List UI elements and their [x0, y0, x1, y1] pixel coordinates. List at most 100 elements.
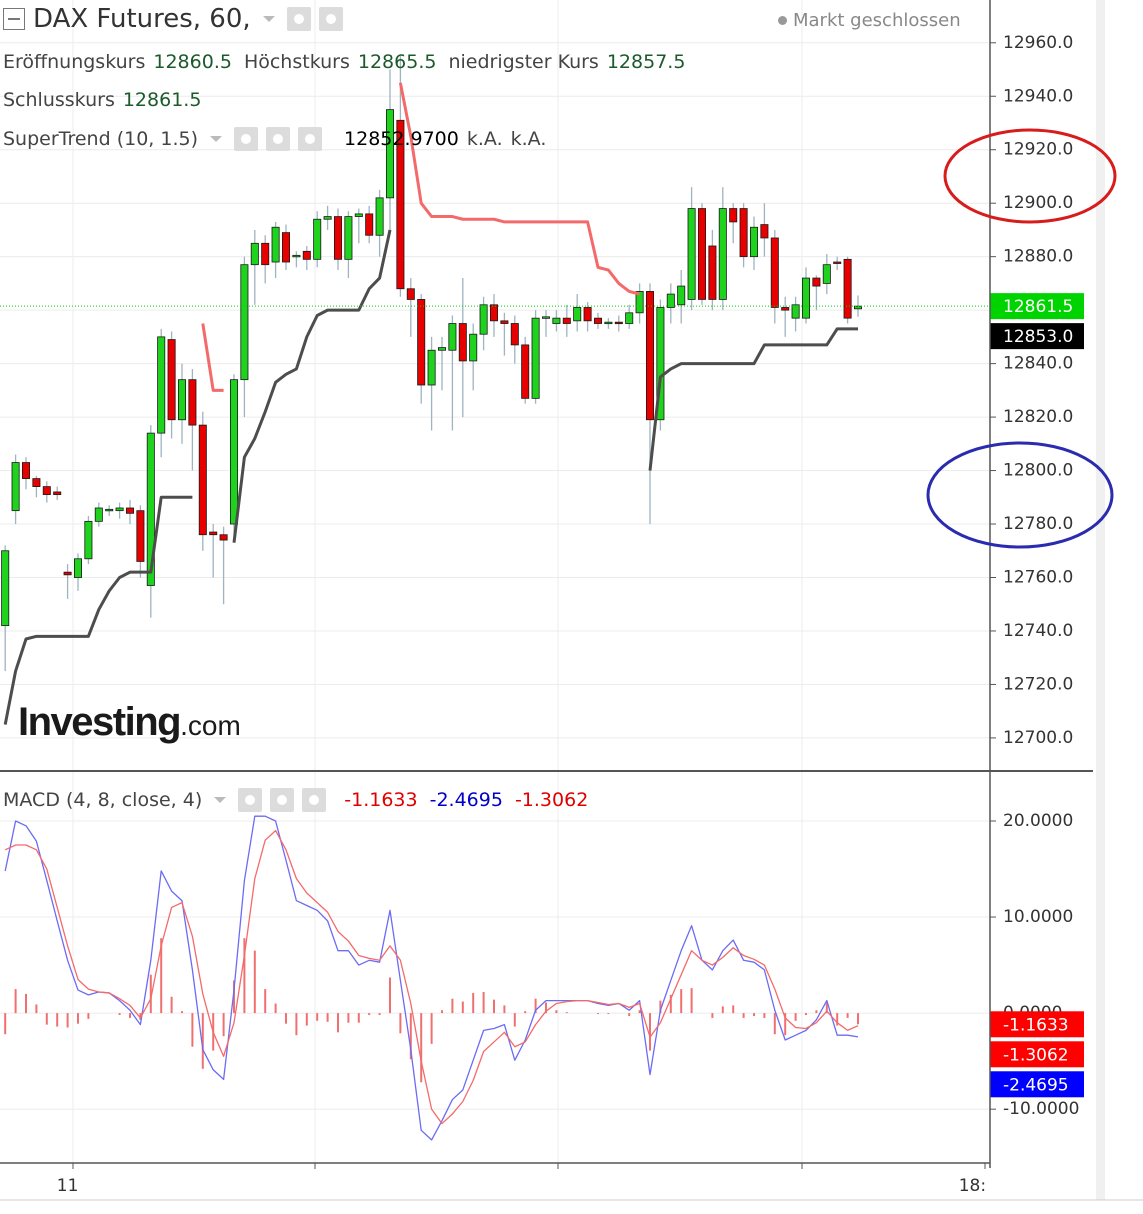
ohlc-value: 12860.5: [153, 51, 232, 73]
candle-body: [229, 379, 238, 525]
histogram-bar: [160, 938, 163, 1014]
histogram-bar: [430, 1013, 433, 1044]
candle-body: [261, 242, 270, 266]
histogram-bar: [742, 1013, 745, 1018]
dropdown[interactable]: [210, 136, 223, 142]
candle-body: [542, 316, 551, 319]
y-tick-label: 10.0000: [1003, 907, 1073, 927]
histogram-bar: [347, 1013, 350, 1023]
macd-values: -1.1633 -2.4695 -1.3062: [344, 789, 588, 811]
candle-body: [365, 213, 374, 236]
candle-body: [760, 224, 769, 239]
candle-body: [167, 339, 176, 421]
settings-icon[interactable]: [318, 7, 343, 31]
candle-body: [614, 321, 623, 325]
dropdown[interactable]: [214, 797, 227, 803]
candle-body: [406, 288, 415, 300]
histogram-bar: [87, 1013, 90, 1019]
candle-body: [323, 216, 332, 220]
scrollbar: [1096, 0, 1105, 1200]
collapse-box[interactable]: [3, 8, 25, 30]
candle-body: [240, 264, 249, 381]
histogram-bar: [846, 1013, 849, 1018]
eye-icon[interactable]: [286, 7, 311, 31]
candle-body: [281, 232, 290, 263]
y-tick-label: 12780.0: [1003, 514, 1073, 534]
ohlc-row: Eröffnungskurs 12860.5 Höchstkurs 12865.5 …: [3, 51, 689, 73]
indicator-row: SuperTrend (10, 1.5) 12852.9700 k.A. k.A…: [3, 127, 546, 151]
candle-body: [479, 304, 488, 335]
indicator-na: k.A.: [510, 128, 547, 150]
histogram-bar: [118, 1013, 121, 1016]
histogram-bar: [493, 999, 495, 1014]
settings-icon[interactable]: [266, 127, 291, 151]
ohlc-label: Eröffnungskurs: [3, 51, 146, 73]
histogram-bar: [784, 1013, 787, 1036]
candle-body: [562, 317, 571, 324]
eye-icon[interactable]: [234, 127, 259, 151]
indicator-value: 12852.9700: [344, 128, 459, 150]
candle-body: [604, 321, 613, 325]
indicator-na: k.A.: [466, 128, 503, 150]
histogram-bar: [649, 1013, 651, 1051]
candle-body: [770, 237, 779, 308]
y-tick-label: 20.0000: [1003, 811, 1073, 831]
candle-body: [510, 323, 519, 346]
candle-body: [94, 507, 103, 522]
ohlc-label: Höchstkurs: [243, 51, 350, 73]
candle-body: [271, 226, 280, 263]
y-tick-label: -10.0000: [1003, 1099, 1079, 1119]
histogram-bar: [399, 1013, 402, 1034]
y-tick-label: 12800.0: [1003, 461, 1073, 481]
supertrend-up: [3, 229, 859, 725]
histogram-bar: [274, 1003, 277, 1014]
remove-icon[interactable]: [302, 788, 327, 812]
candle-body: [500, 320, 509, 324]
ohlc-value: 12857.5: [606, 51, 686, 73]
price-badge-label: 12861.5: [1003, 297, 1073, 317]
histogram-bar: [659, 1000, 662, 1014]
candle-body: [812, 277, 821, 287]
histogram-bar: [77, 1013, 79, 1024]
header-row: DAX Futures, 60,: [3, 4, 343, 34]
candle-body: [32, 478, 41, 487]
dropdown[interactable]: [262, 16, 275, 22]
histogram-bar: [326, 1013, 329, 1022]
histogram-bar: [129, 1013, 131, 1018]
remove-icon[interactable]: [298, 127, 323, 151]
histogram-bar: [524, 1011, 527, 1014]
histogram-bar: [66, 1013, 69, 1028]
histogram-bar: [139, 1013, 142, 1020]
status: Markt geschlossen: [778, 10, 961, 31]
candle-body: [375, 197, 384, 236]
histogram-bar: [669, 994, 672, 1014]
histogram-bar: [14, 989, 17, 1014]
logo-main: Investing: [18, 700, 182, 744]
eye-icon[interactable]: [238, 788, 263, 812]
candle-body: [594, 317, 603, 324]
histogram-bar: [461, 1001, 464, 1014]
histogram-bar: [721, 1006, 724, 1014]
candle-body: [687, 208, 696, 300]
candle-body: [302, 250, 311, 260]
candle-body: [833, 261, 842, 264]
histogram-bar: [753, 1013, 755, 1016]
supertrend-down: [201, 82, 640, 392]
candle-body: [313, 218, 322, 260]
candle-body: [531, 317, 540, 399]
candle-body: [63, 571, 72, 576]
histogram-bar: [285, 1013, 287, 1024]
histogram-bar: [825, 1002, 828, 1014]
settings-icon[interactable]: [270, 788, 295, 812]
histogram-bar: [56, 1013, 59, 1027]
status-text: Markt geschlossen: [793, 10, 961, 31]
histogram-bar: [773, 1013, 776, 1035]
candle-body: [198, 424, 207, 536]
candle-body: [718, 208, 727, 300]
histogram-bar: [170, 996, 173, 1014]
candle-body: [417, 299, 426, 386]
candle-body: [53, 491, 62, 496]
histogram-bar: [638, 1010, 641, 1014]
candle-body: [146, 432, 155, 586]
